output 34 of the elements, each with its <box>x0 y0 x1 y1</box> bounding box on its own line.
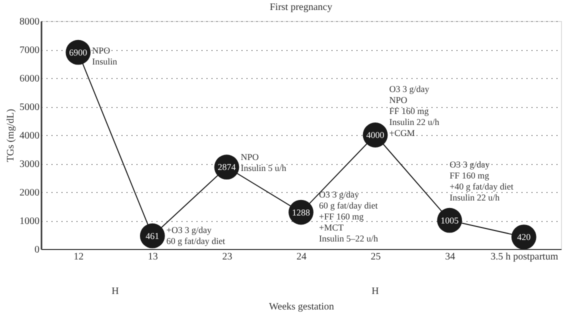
y-axis-title: TGs (mg/dL) <box>6 108 16 162</box>
text: H <box>372 286 379 297</box>
y-tick-label: 4000 <box>20 130 40 142</box>
y-tick-label: 2000 <box>20 188 40 198</box>
annotation: NPO Insulin <box>92 45 118 66</box>
x-tick-label: 24 <box>296 252 306 262</box>
data-label: 1005 <box>440 215 460 226</box>
data-label: 420 <box>517 232 532 242</box>
data-label: 1288 <box>292 207 310 218</box>
x-tick-label: 34 <box>445 252 456 262</box>
y-tick-label: 7000 <box>20 45 40 56</box>
x-tick-label: 25 <box>370 252 381 262</box>
chart-title: First pregnancy <box>270 2 332 13</box>
data-label: 2874 <box>218 162 236 172</box>
y-tick-label: 0 <box>34 244 40 256</box>
annotation: O3 3 g/day FF 160 mg +40 g fat/day diet Insulin 22 u/h <box>450 159 514 202</box>
annotation: O3 3 g/day 60 g fat/day diet +FF 160 mg +MCT Insulin 5–22 u/h <box>319 189 378 244</box>
y-tick-label: 8000 <box>20 16 40 28</box>
x-tick-label: 23 <box>222 252 232 262</box>
annotation: NPO Insulin 5 u/h <box>240 152 287 174</box>
x-tick-label: 12 <box>74 252 84 262</box>
y-tick-label: 5000 <box>20 102 40 113</box>
data-label: 461 <box>146 230 160 241</box>
y-tick-label: 1000 <box>20 216 40 227</box>
y-tick-label: 6000 <box>20 74 40 84</box>
text: H <box>112 286 119 297</box>
annotation: +O3 3 g/day 60 g fat/day diet <box>166 224 226 246</box>
annotation: O3 3 g/day NPO FF 160 mg Insulin 22 u/h +CGM <box>389 84 440 138</box>
x-axis-title: Weeks gestation <box>268 302 334 312</box>
x-tick-label: 3.5 h postpartum <box>490 252 558 262</box>
x-tick-label: 13 <box>148 252 158 262</box>
y-tick-label: 3000 <box>20 159 40 170</box>
data-label: 6900 <box>69 47 88 58</box>
data-label: 4000 <box>366 130 385 140</box>
